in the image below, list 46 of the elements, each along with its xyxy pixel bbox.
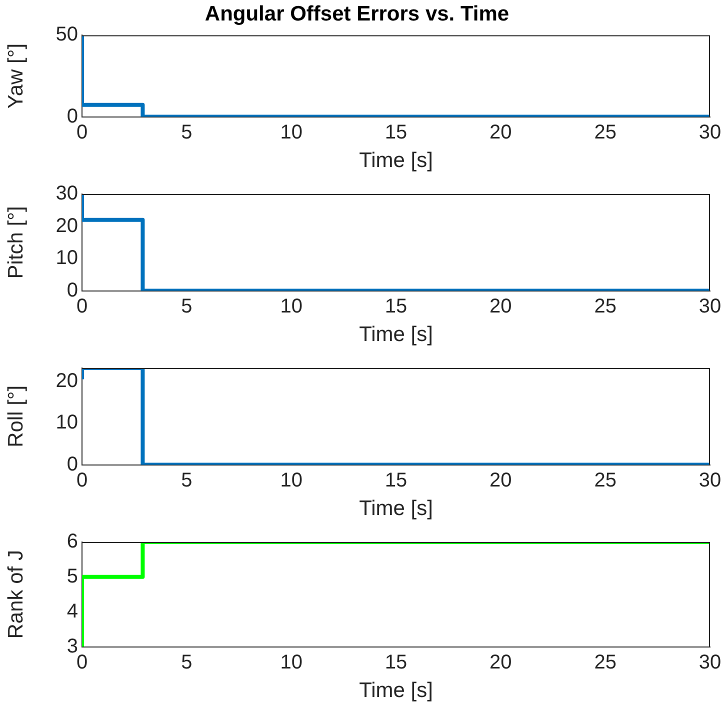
x-tick-label: 20 (490, 121, 512, 144)
x-tick-label: 15 (384, 651, 408, 674)
x-tick-label: 30 (698, 469, 722, 492)
x-tick-label: 30 (698, 121, 722, 144)
y-tick-label: 4 (66, 600, 78, 622)
y-axis-title: Pitch [°] (4, 206, 28, 279)
x-tick-label: 25 (594, 469, 616, 492)
x-tick-label: 5 (181, 469, 192, 492)
y-tick-label: 10 (56, 412, 78, 434)
y-tick-label: 20 (56, 214, 78, 237)
x-tick-label: 5 (181, 295, 192, 318)
x-tick-label: 15 (384, 469, 408, 492)
x-tick-label: 20 (490, 651, 512, 674)
x-axis-title: Time [s] (359, 497, 433, 520)
y-axis-title: Yaw [°] (4, 43, 28, 109)
y-tick-label: 10 (56, 247, 78, 270)
y-tick-label: 5 (66, 565, 78, 588)
x-axis-title: Time [s] (359, 323, 433, 346)
x-tick-label: 30 (698, 295, 722, 318)
x-tick-label: 10 (280, 469, 302, 492)
y-tick-label: 3 (66, 635, 78, 658)
x-tick-label: 15 (384, 295, 408, 318)
x-axis-title: Time [s] (359, 149, 433, 172)
y-tick-label: 50 (56, 24, 78, 46)
y-tick-label: 20 (56, 370, 78, 392)
x-tick-label: 25 (594, 121, 616, 144)
x-axis-title: Time [s] (359, 679, 433, 702)
x-tick-label: 20 (490, 295, 512, 318)
y-tick-label: 6 (66, 530, 78, 553)
x-tick-label: 30 (698, 651, 722, 674)
x-tick-label: 25 (594, 295, 616, 318)
y-tick-label: 0 (66, 279, 78, 302)
x-tick-label: 15 (384, 121, 408, 144)
y-tick-label: 30 (56, 182, 78, 205)
x-tick-label: 25 (594, 651, 616, 674)
x-tick-label: 10 (280, 121, 302, 144)
x-tick-label: 10 (280, 651, 302, 674)
chart-title: Angular Offset Errors vs. Time (204, 2, 510, 26)
y-axis-title: Roll [°] (4, 385, 28, 448)
x-tick-label: 10 (280, 295, 302, 318)
y-tick-label: 0 (66, 453, 78, 476)
x-tick-label: 5 (181, 121, 192, 144)
y-tick-label: 0 (66, 105, 78, 128)
y-axis-title: Rank of J (4, 550, 28, 639)
x-tick-label: 5 (181, 651, 192, 674)
x-tick-label: 20 (490, 469, 512, 492)
